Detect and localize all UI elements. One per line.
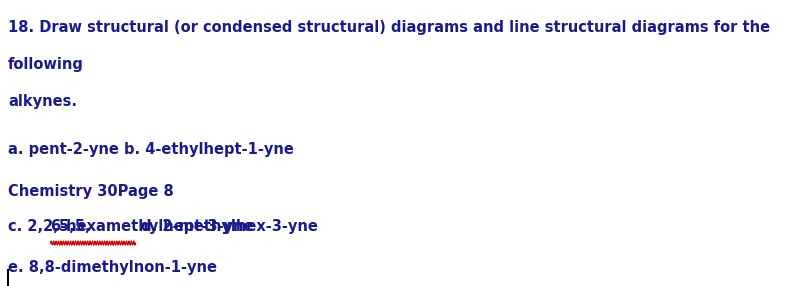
- Text: d. 2-methylhex-3-yne: d. 2-methylhex-3-yne: [136, 219, 318, 234]
- Text: alkynes.: alkynes.: [8, 94, 77, 109]
- Text: 6-hexamethylhept-3-yne: 6-hexamethylhept-3-yne: [50, 219, 254, 234]
- Text: a. pent-2-yne b. 4-ethylhept-1-yne: a. pent-2-yne b. 4-ethylhept-1-yne: [8, 142, 294, 156]
- Text: Chemistry 30Page 8: Chemistry 30Page 8: [8, 184, 174, 199]
- Text: c. 2,2,5,5,: c. 2,2,5,5,: [8, 219, 90, 234]
- Text: e. 8,8-dimethylnon-1-yne: e. 8,8-dimethylnon-1-yne: [8, 260, 217, 275]
- Text: 18. Draw structural (or condensed structural) diagrams and line structural diagr: 18. Draw structural (or condensed struct…: [8, 20, 770, 35]
- Text: following: following: [8, 57, 84, 72]
